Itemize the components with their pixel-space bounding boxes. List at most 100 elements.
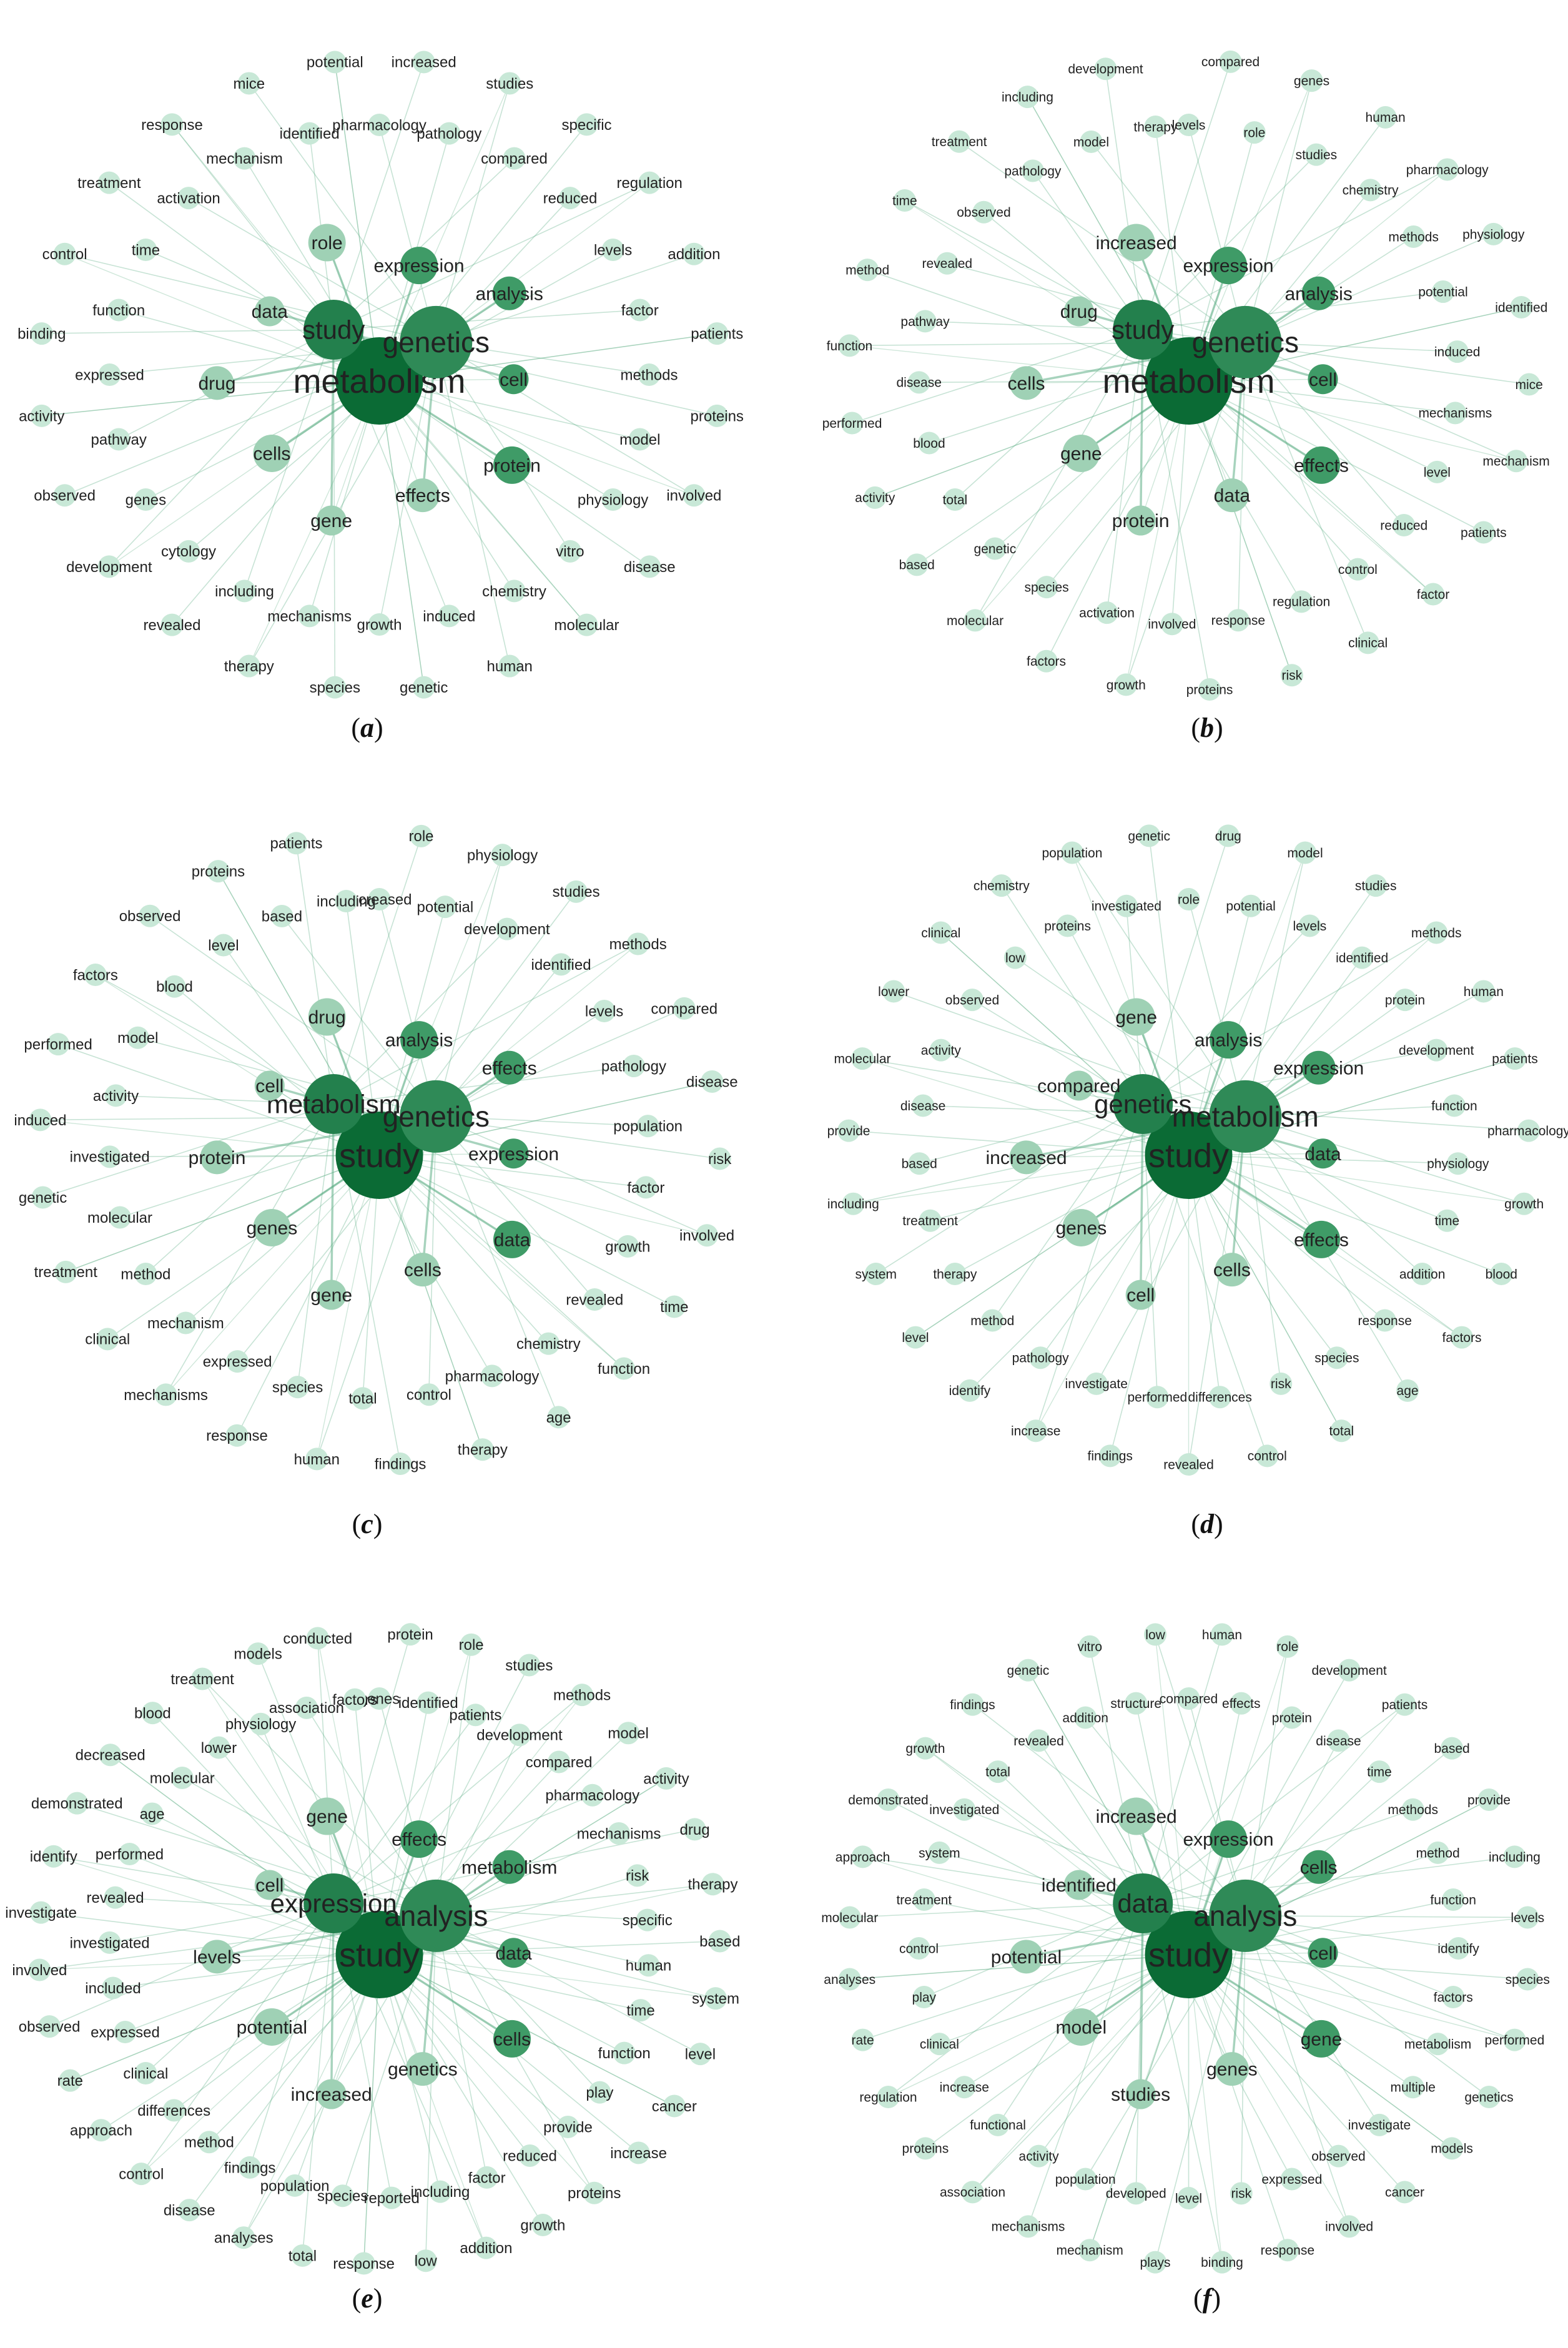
node-circle bbox=[298, 604, 321, 628]
node-circle bbox=[1270, 1372, 1293, 1395]
node-circle bbox=[1017, 1659, 1040, 1682]
node-time: time bbox=[132, 239, 160, 261]
node-circle bbox=[1294, 841, 1317, 864]
node-label: genetic bbox=[974, 542, 1017, 556]
node-label: factor bbox=[468, 2169, 506, 2186]
node-label: levels bbox=[585, 1003, 623, 1020]
node-label: gene bbox=[310, 1285, 352, 1306]
node-label: role bbox=[409, 828, 434, 845]
node-circle bbox=[1125, 505, 1156, 536]
node-pathway: pathway bbox=[91, 428, 147, 451]
node-studies: studies bbox=[1111, 2079, 1170, 2109]
edge bbox=[1188, 1155, 1342, 1431]
node-label: species bbox=[1506, 1973, 1550, 1987]
node-circle bbox=[104, 1886, 127, 1909]
node-studies: studies bbox=[553, 880, 600, 903]
node-demonstrated: demonstrated bbox=[848, 1788, 929, 1811]
node-total: total bbox=[288, 2244, 317, 2267]
node-circle bbox=[581, 1783, 604, 1807]
node-protein: protein bbox=[1112, 505, 1170, 536]
node-circle bbox=[197, 2131, 220, 2154]
node-circle bbox=[1209, 1080, 1282, 1153]
node-circle bbox=[1056, 914, 1079, 937]
node-label: species bbox=[317, 2188, 368, 2205]
node-genetic: genetic bbox=[19, 1186, 67, 1209]
node-protein: protein bbox=[189, 1140, 245, 1175]
node-analysis: analysis bbox=[1193, 1879, 1297, 1952]
node-label: factor bbox=[627, 1180, 664, 1196]
node-play: play bbox=[912, 1986, 937, 2009]
node-control: control bbox=[119, 2163, 164, 2186]
node-studies: studies bbox=[1355, 874, 1396, 897]
node-circle bbox=[842, 1192, 865, 1215]
node-label: chemistry bbox=[482, 583, 546, 600]
edge bbox=[334, 62, 380, 382]
node-label: disease bbox=[900, 1099, 945, 1113]
node-circle bbox=[498, 1138, 529, 1169]
node-circle bbox=[1210, 247, 1248, 285]
node-label: clinical bbox=[920, 2037, 959, 2051]
node-circle bbox=[960, 989, 984, 1012]
node-circle bbox=[1256, 1444, 1279, 1468]
node-control: control bbox=[899, 1937, 939, 1960]
node-label: methods bbox=[1388, 230, 1439, 244]
node-circle bbox=[1113, 1073, 1173, 1134]
node-investigate: investigate bbox=[5, 1901, 77, 1924]
edge bbox=[1245, 1915, 1380, 2126]
node-gene: gene bbox=[1115, 998, 1157, 1036]
node-label: response bbox=[1261, 2244, 1314, 2258]
node-label: provide bbox=[543, 2119, 593, 2136]
node-label: growth bbox=[905, 1742, 945, 1756]
node-expression: expression bbox=[270, 1873, 397, 1933]
node-circle bbox=[1177, 114, 1200, 136]
node-molecular: molecular bbox=[554, 613, 619, 636]
node-label: population bbox=[1055, 2173, 1116, 2187]
node-investigated: investigated bbox=[1092, 894, 1161, 917]
edge bbox=[145, 1903, 334, 2074]
node-genes: genes bbox=[1294, 69, 1329, 92]
node-circle bbox=[30, 322, 53, 345]
node-label: cells bbox=[1213, 1260, 1251, 1281]
node-label: compared bbox=[651, 1000, 717, 1017]
node-label: pathology bbox=[1012, 1351, 1070, 1366]
node-circle bbox=[405, 1253, 440, 1287]
node-circle bbox=[1304, 143, 1328, 166]
node-label: molecular bbox=[150, 1770, 215, 1787]
node-label: gene bbox=[1060, 443, 1102, 464]
node-methods: methods bbox=[1388, 225, 1439, 249]
node-circle bbox=[1074, 1706, 1097, 1729]
node-label: treatment bbox=[932, 135, 987, 149]
node-circle bbox=[1302, 2020, 1340, 2058]
edge bbox=[379, 1155, 708, 1236]
edge bbox=[888, 1954, 1189, 2098]
node-label: effects bbox=[395, 486, 450, 506]
node-label: increased bbox=[1096, 1807, 1177, 1827]
node-label: increase bbox=[1011, 1424, 1060, 1439]
node-circle bbox=[249, 1712, 272, 1735]
node-label: function bbox=[92, 302, 145, 319]
node-circle bbox=[1078, 2239, 1102, 2262]
node-circle bbox=[637, 1954, 660, 1977]
network-graph: study analysis data expression cells cell gene… bbox=[821, 1623, 1550, 2274]
nodes: metabolismgeneticsstudyexpressionanalysi… bbox=[822, 50, 1550, 701]
node-circle bbox=[212, 934, 235, 957]
edge bbox=[41, 329, 334, 334]
edge bbox=[1245, 852, 1306, 1117]
node-circle bbox=[856, 259, 879, 282]
node-model: model bbox=[1056, 2008, 1107, 2046]
node-label: risk bbox=[1231, 2187, 1251, 2201]
node-label: mechanisms bbox=[124, 1387, 208, 1404]
node-label: expressed bbox=[203, 1353, 272, 1370]
node-reported: reported bbox=[363, 2186, 420, 2209]
node-circle bbox=[1113, 299, 1173, 360]
node-circle bbox=[1402, 225, 1425, 249]
node-methods: methods bbox=[553, 1684, 611, 1707]
node-label: investigated bbox=[1092, 899, 1161, 914]
node-label: model bbox=[1073, 135, 1109, 149]
node-label: level bbox=[1424, 465, 1451, 480]
node-label: mechanism bbox=[1482, 455, 1549, 469]
edge bbox=[1142, 61, 1231, 330]
node-label: multiple bbox=[1391, 2081, 1436, 2095]
node-label: data bbox=[252, 302, 288, 322]
node-cells: cells bbox=[1300, 1850, 1338, 1884]
